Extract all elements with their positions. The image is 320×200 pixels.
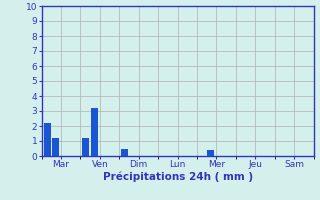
Bar: [83, 138, 89, 156]
Bar: [207, 150, 214, 156]
Bar: [44, 123, 51, 156]
Bar: [121, 148, 128, 156]
Bar: [52, 138, 59, 156]
X-axis label: Précipitations 24h ( mm ): Précipitations 24h ( mm ): [102, 172, 253, 182]
Bar: [91, 108, 98, 156]
